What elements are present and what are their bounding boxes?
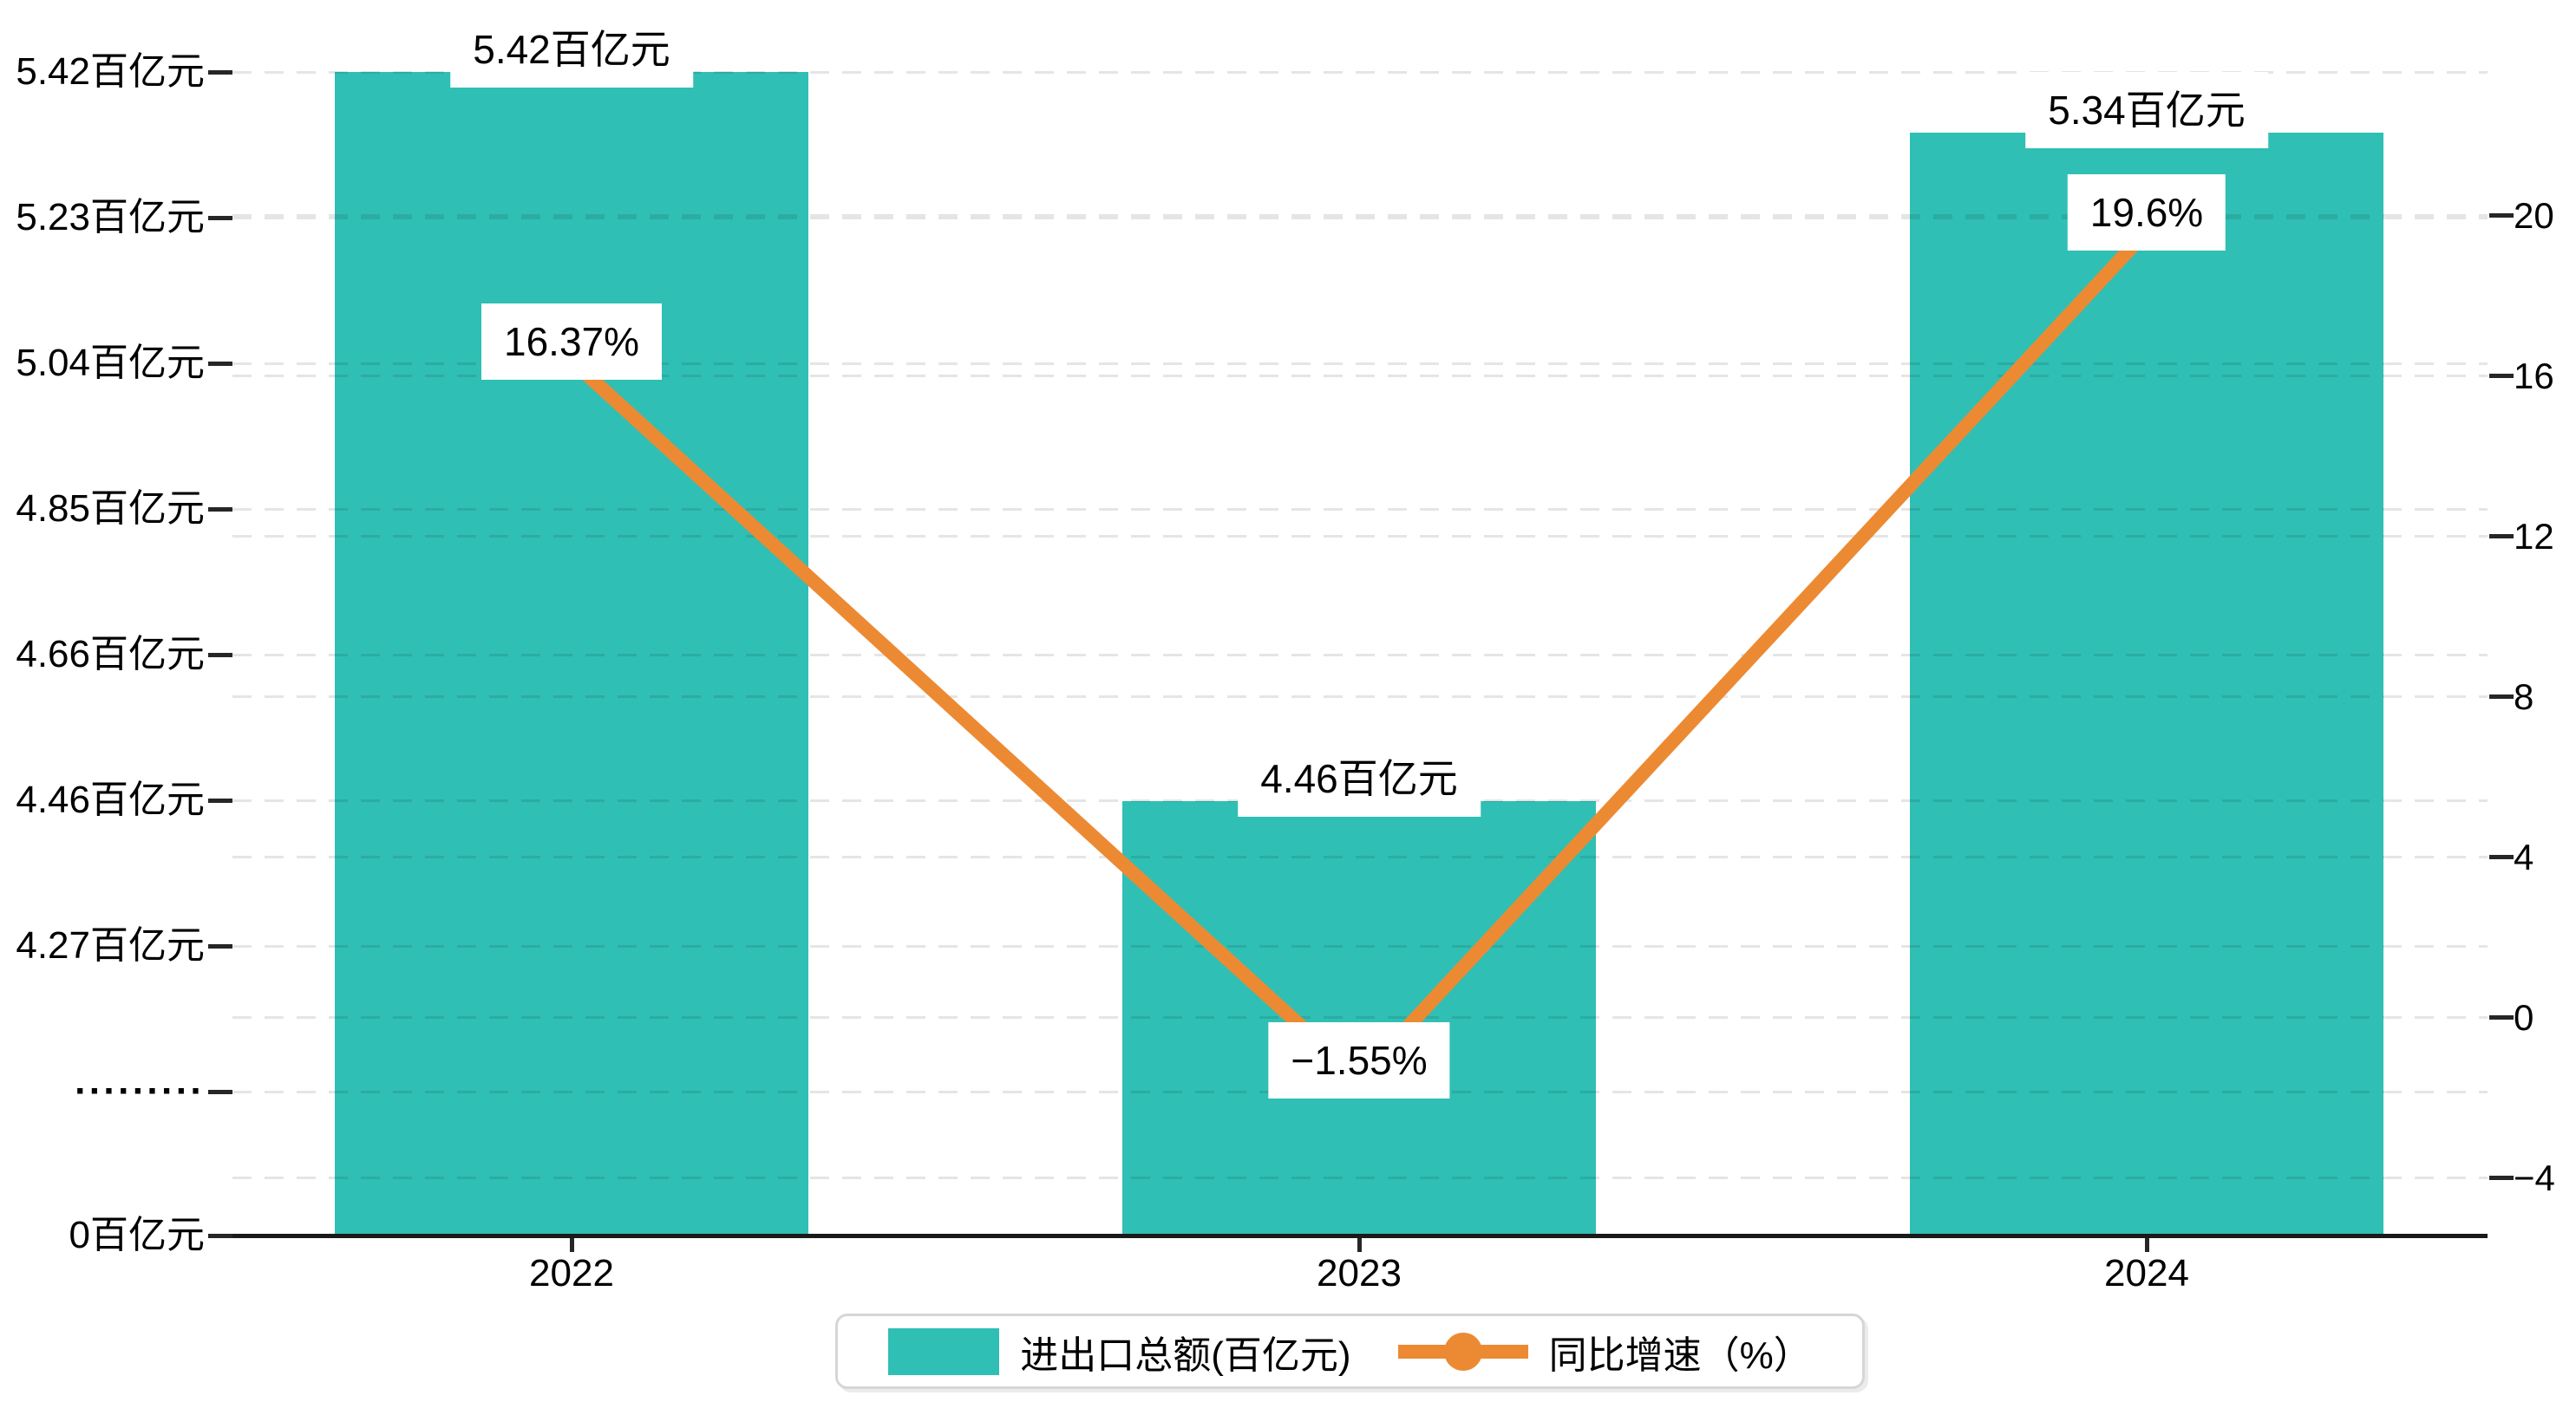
gridline-right-1 <box>232 375 2488 377</box>
growth-value-label-2024: 19.6% <box>2067 173 2226 251</box>
right-tick-3 <box>2489 694 2514 699</box>
left-axis-label-4: 4.66百亿元 <box>16 633 205 675</box>
gridline-right-2 <box>232 535 2488 538</box>
left-tick-4 <box>208 653 232 657</box>
left-axis-label-8: 0百亿元 <box>69 1214 205 1256</box>
growth-value-label-2022: 16.37% <box>481 303 663 380</box>
left-tick-8 <box>208 1234 232 1238</box>
gridline-left-4 <box>232 654 2488 656</box>
left-tick-2 <box>208 362 232 366</box>
x-axis-label-2024: 2024 <box>2104 1252 2189 1294</box>
right-tick-5 <box>2489 1015 2514 1020</box>
legend-item-total: 进出口总额(百亿元) <box>888 1324 1351 1379</box>
x-axis-label-2023: 2023 <box>1317 1252 1402 1294</box>
line-dot-icon <box>1443 1332 1482 1371</box>
right-axis-label-4: 4 <box>2514 837 2534 877</box>
gridline-left-0 <box>232 71 2488 74</box>
bar-value-label-2023: 4.46百亿元 <box>1238 740 1481 818</box>
right-tick-1 <box>2489 374 2514 378</box>
right-tick-6 <box>2489 1176 2514 1180</box>
left-axis-label-0: 5.42百亿元 <box>16 50 205 93</box>
line-series-label: 同比增速（%） <box>1548 1333 1812 1377</box>
gridline-right-3 <box>232 695 2488 698</box>
bar-2022 <box>335 72 808 1234</box>
x-axis-label-2022: 2022 <box>529 1252 614 1294</box>
left-tick-1 <box>208 216 232 220</box>
growth-value-label-2023: −1.55% <box>1268 1021 1450 1099</box>
right-tick-0 <box>2489 213 2514 218</box>
left-tick-5 <box>208 799 232 803</box>
gridline-left-3 <box>232 508 2488 511</box>
left-tick-6 <box>208 944 232 949</box>
gridline-left-6 <box>232 945 2488 948</box>
left-tick-3 <box>208 507 232 512</box>
bar-value-label-2022: 5.42百亿元 <box>450 11 693 88</box>
x-tick-2 <box>2145 1238 2149 1252</box>
right-axis-label-0: 20 <box>2514 195 2554 236</box>
left-axis-label-1: 5.23百亿元 <box>16 196 205 238</box>
left-axis-label-3: 4.85百亿元 <box>16 487 205 530</box>
gridline-right-5 <box>232 1016 2488 1019</box>
x-tick-0 <box>570 1238 574 1252</box>
x-tick-1 <box>1357 1238 1362 1252</box>
left-axis-label-2: 5.04百亿元 <box>16 342 205 384</box>
gridline-left-1 <box>232 217 2488 219</box>
bar-value-label-2024: 5.34百亿元 <box>2025 72 2268 149</box>
right-axis-label-6: −4 <box>2514 1157 2555 1198</box>
right-tick-2 <box>2489 534 2514 538</box>
right-axis-label-2: 12 <box>2514 516 2554 557</box>
bar-series-label: 进出口总额(百亿元) <box>1020 1333 1351 1377</box>
x-axis-line <box>232 1234 2488 1238</box>
line-series-marker-icon <box>1397 1328 1528 1375</box>
gridline-right-4 <box>232 856 2488 858</box>
legend: 进出口总额(百亿元) 同比增速（%） <box>835 1314 1865 1389</box>
gridline-left-2 <box>232 362 2488 365</box>
gridline-right-6 <box>232 1177 2488 1179</box>
bar-series-swatch <box>888 1327 1000 1375</box>
left-axis-label-6: 4.27百亿元 <box>16 924 205 967</box>
left-tick-0 <box>208 70 232 75</box>
left-axis-label-5: 4.46百亿元 <box>16 779 205 821</box>
right-axis-label-5: 0 <box>2514 997 2534 1038</box>
left-axis-label-7: ········· <box>75 1070 205 1112</box>
gridline-right-0 <box>232 214 2488 217</box>
bar-2024 <box>1910 133 2383 1234</box>
growth-line <box>566 226 2152 1086</box>
right-tick-4 <box>2489 855 2514 859</box>
right-axis-label-1: 16 <box>2514 355 2554 396</box>
right-axis-label-3: 8 <box>2514 676 2534 717</box>
bar-2023 <box>1122 801 1596 1234</box>
legend-item-growth: 同比增速（%） <box>1397 1324 1812 1379</box>
left-tick-7 <box>208 1090 232 1094</box>
